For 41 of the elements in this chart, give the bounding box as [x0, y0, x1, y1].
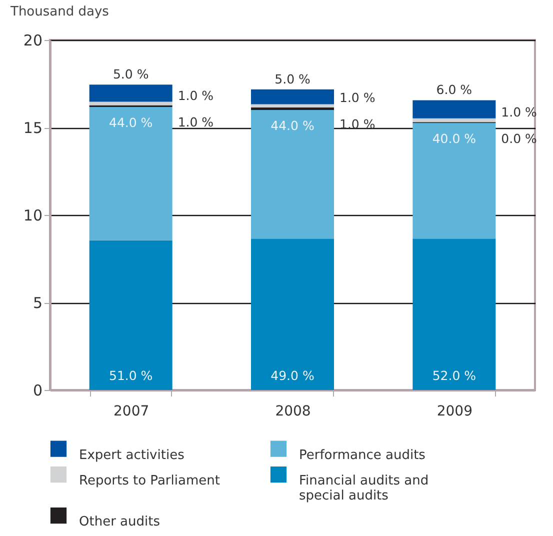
- x-tick-label: 2008: [275, 404, 311, 420]
- bar: [89, 240, 172, 390]
- legend-label: Expert activities: [79, 448, 185, 463]
- annotation: 1.0 %: [178, 114, 214, 130]
- annotation: 44.0 %: [108, 115, 153, 130]
- bar: [89, 107, 172, 240]
- y-tick-label: 20: [23, 32, 42, 50]
- annotation: 44.0 %: [270, 118, 314, 133]
- legend-label: Performance audits: [299, 448, 426, 463]
- bar: [251, 89, 334, 104]
- annotation: 1.0 %: [340, 116, 376, 132]
- y-axis-title: Thousand days: [10, 4, 110, 20]
- bar: [412, 100, 496, 118]
- annotation: 1.0 %: [501, 104, 538, 120]
- legend-label: Financial audits and special audits: [299, 474, 429, 504]
- legend-label: Other audits: [79, 514, 160, 530]
- annotation: 5.0 %: [274, 71, 310, 86]
- bar: [412, 238, 496, 390]
- y-tick-label: 15: [23, 119, 42, 137]
- bar: [412, 122, 496, 239]
- bar: [251, 104, 334, 108]
- x-tick-label: 2009: [436, 404, 472, 420]
- annotation: 1.0 %: [340, 90, 376, 106]
- bar: [412, 118, 496, 122]
- bar: [251, 110, 334, 239]
- annotation: 40.0 %: [432, 130, 476, 146]
- annotation: 6.0 %: [436, 82, 472, 98]
- y-tick-label: 0: [32, 382, 42, 400]
- bar: [251, 238, 334, 390]
- annotation: 51.0 %: [108, 368, 153, 383]
- y-tick-label: 5: [32, 294, 42, 312]
- x-tick-label: 2007: [114, 404, 150, 420]
- bar: [89, 102, 172, 106]
- annotation: 49.0 %: [270, 368, 314, 383]
- annotation: 52.0 %: [432, 368, 476, 383]
- legend-label: Reports to Parliament: [79, 474, 220, 488]
- annotation: 5.0 %: [112, 66, 149, 82]
- annotation: 0.0 %: [501, 131, 538, 146]
- y-tick-label: 10: [23, 206, 42, 224]
- annotation: 1.0 %: [178, 88, 214, 103]
- bar: [89, 84, 172, 102]
